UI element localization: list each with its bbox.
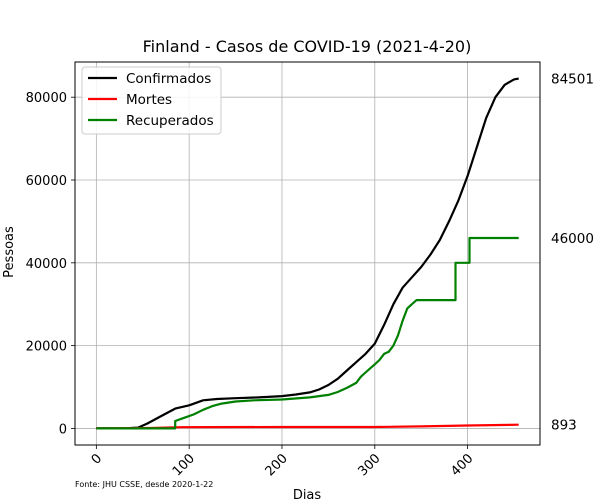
x-tick-label: 200 — [263, 451, 291, 479]
end-label-confirmados: 84501 — [551, 72, 594, 88]
y-tick-label: 20000 — [26, 340, 67, 355]
x-axis-label: Dias — [293, 488, 322, 500]
legend-box — [81, 66, 222, 135]
y-tick-label: 80000 — [26, 91, 67, 106]
x-tick-label: 100 — [170, 451, 198, 479]
legend-label-mortes: Mortes — [126, 92, 172, 108]
series-line-recuperados — [96, 236, 519, 430]
source-note: Fonte: JHU CSSE, desde 2020-1-22 — [75, 480, 213, 489]
chart-title: Finland - Casos de COVID-19 (2021-4-20) — [143, 37, 472, 56]
legend-label-confirmados: Confirmados — [126, 71, 211, 87]
series-lines — [96, 77, 519, 430]
x-tick-label: 0 — [89, 451, 105, 467]
series-line-confirmados — [96, 77, 519, 430]
plot-frame — [74, 61, 541, 446]
legend-label-recuperados: Recuperados — [126, 113, 214, 129]
x-tick-label: 400 — [448, 451, 476, 479]
end-label-recuperados: 46000 — [551, 231, 594, 247]
y-axis-ticks: 0 20000 40000 60000 80000 — [26, 91, 75, 437]
x-tick-label: 300 — [355, 451, 383, 479]
x-axis-ticks: 0 100 200 300 400 — [89, 445, 476, 479]
legend: Confirmados Mortes Recuperados — [81, 66, 222, 135]
end-label-mortes: 893 — [551, 418, 577, 434]
y-tick-label: 40000 — [26, 257, 67, 272]
y-tick-label: 0 — [59, 422, 67, 437]
y-tick-label: 60000 — [26, 174, 67, 189]
y-axis-label: Pessoas — [2, 226, 17, 278]
end-value-labels: 84501 893 46000 — [551, 72, 594, 434]
